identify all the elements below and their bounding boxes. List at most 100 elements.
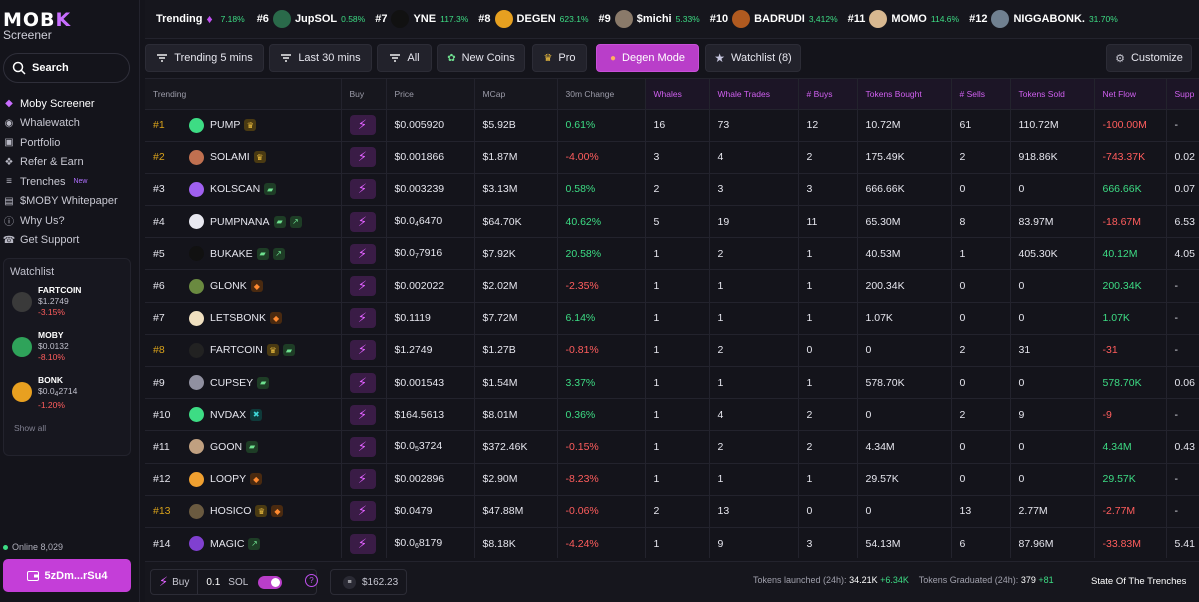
watchlist-button[interactable]: ★ Watchlist (8) bbox=[705, 44, 801, 72]
token-name[interactable]: PUMPNANA bbox=[210, 215, 270, 228]
buy-button[interactable]: ⚡︎ bbox=[349, 340, 376, 361]
ticker-item[interactable]: #11 MOMO 114.6% bbox=[848, 10, 959, 28]
table-row[interactable]: #1 PUMP ♛ ⚡︎ $0.005920 $5.92B 0.61% 16 73 12 10.72… bbox=[145, 108, 1199, 142]
table-row[interactable]: #9 CUPSEY ▰ ⚡︎ $0.001543 $1.54M 3.37% 1 1 1 578.70… bbox=[145, 365, 1199, 399]
degen-mode-button[interactable]: ● Degen Mode bbox=[596, 44, 699, 72]
pro-button[interactable]: ♛ Pro bbox=[532, 44, 587, 72]
buy-button[interactable]: ⚡︎ bbox=[349, 469, 376, 490]
buy-amount-input[interactable]: 0.1 bbox=[206, 576, 221, 588]
buy-button[interactable]: ⚡︎ bbox=[349, 308, 376, 329]
token-name[interactable]: PUMP bbox=[210, 119, 241, 132]
column-header-tokens-sold[interactable]: Tokens Sold bbox=[1010, 79, 1095, 109]
token-name[interactable]: HOSICO bbox=[210, 505, 252, 518]
all-button[interactable]: All bbox=[377, 44, 432, 72]
price-cell: $0.077916 bbox=[386, 237, 475, 270]
logo[interactable]: MOBK Screener bbox=[3, 11, 133, 42]
search-button[interactable]: Search bbox=[3, 53, 130, 83]
token-name[interactable]: BUKAKE bbox=[210, 247, 253, 260]
token-name[interactable]: LOOPY bbox=[210, 473, 247, 486]
token-name[interactable]: KOLSCAN bbox=[210, 183, 261, 196]
table-row[interactable]: #6 GLONK ◆ ⚡︎ $0.002022 $2.02M -2.35% 1 1 1 200.34… bbox=[145, 269, 1199, 303]
table-row[interactable]: #11 GOON ▰ ⚡︎ $0.053724 $372.46K -0.15% 1 2 2 4.34… bbox=[145, 430, 1199, 464]
token-name[interactable]: MAGIC bbox=[210, 537, 245, 550]
token-name[interactable]: LETSBONK bbox=[210, 312, 267, 325]
table-row[interactable]: #3 KOLSCAN ▰ ⚡︎ $0.003239 $3.13M 0.58% 2 3 3 666.6… bbox=[145, 172, 1199, 206]
sidebar-item-moby-whitepaper[interactable]: ▤ $MOBY Whitepaper bbox=[3, 192, 137, 212]
sol-toggle[interactable] bbox=[258, 575, 283, 589]
column-header-tokens-bought[interactable]: Tokens Bought bbox=[857, 79, 952, 109]
table-row[interactable]: #12 LOOPY ◆ ⚡︎ $0.002896 $2.90M -8.23% 1 1 1 29.57… bbox=[145, 462, 1199, 496]
ticker-item[interactable]: #12 NIGGABONK. 31.70% bbox=[969, 10, 1118, 28]
watchlist-item-text: BONK $0.042714 -1.20% bbox=[38, 375, 77, 411]
sells-cell: 0 bbox=[951, 365, 1011, 399]
table-row[interactable]: #13 HOSICO ♛ ◆ ⚡︎ $0.0479 $47.88M -0.06% 2 13 0 0 13… bbox=[145, 494, 1199, 528]
column-header-buy[interactable]: Buy bbox=[341, 79, 387, 109]
column-header-supp[interactable]: Supp bbox=[1166, 79, 1199, 109]
column-header-buys[interactable]: # Buys bbox=[798, 79, 858, 109]
sidebar-item-whalewatch[interactable]: ◉ Whalewatch bbox=[3, 114, 137, 134]
sidebar-item-portfolio[interactable]: ▣ Portfolio bbox=[3, 133, 137, 153]
buy-button[interactable]: ⚡︎ bbox=[349, 147, 376, 168]
help-icon[interactable]: ? bbox=[305, 574, 318, 587]
column-header-mcap[interactable]: MCap bbox=[474, 79, 558, 109]
buy-button[interactable]: ⚡︎ bbox=[349, 404, 376, 425]
table-row[interactable]: #7 LETSBONK ◆ ⚡︎ $0.1119 $7.72M 6.14% 1 1 1 1.07K 0… bbox=[145, 301, 1199, 335]
buy-button[interactable]: ⚡︎ bbox=[349, 276, 376, 297]
buy-button[interactable]: ⚡︎ bbox=[349, 501, 376, 522]
table-row[interactable]: #14 MAGIC ↗ ⚡︎ $0.068179 $8.18K -4.24% 1 9 3 54.13… bbox=[145, 526, 1199, 558]
column-header-trending[interactable]: Trending bbox=[145, 79, 342, 109]
token-name[interactable]: GOON bbox=[210, 440, 243, 453]
leaf-badge-icon: ↗ bbox=[272, 247, 285, 260]
column-header-whales[interactable]: Whales bbox=[645, 79, 710, 109]
buy-button[interactable]: ⚡︎ bbox=[349, 436, 376, 457]
sidebar-item-why-us[interactable]: ⓘ Why Us? bbox=[3, 211, 137, 231]
column-header-whale-trades[interactable]: Whale Trades bbox=[709, 79, 799, 109]
token-name[interactable]: SOLAMI bbox=[210, 151, 250, 164]
customize-button[interactable]: ⚙ Customize bbox=[1106, 44, 1192, 72]
buy-button[interactable]: ⚡︎ bbox=[349, 211, 376, 232]
ticker-item[interactable]: #8 DEGEN 623.1% bbox=[478, 10, 589, 28]
new-coins-button[interactable]: ✿ New Coins bbox=[437, 44, 525, 72]
buy-button[interactable]: ⚡︎ bbox=[349, 179, 376, 200]
change-cell: 0.58% bbox=[557, 172, 646, 206]
buy-button[interactable]: ⚡︎ bbox=[349, 115, 376, 136]
ticker-item[interactable]: #9 $michi 5.33% bbox=[599, 10, 700, 28]
sidebar-item-trenches[interactable]: ≡ Trenches New bbox=[3, 172, 137, 192]
ticker-item[interactable]: #10 BADRUDI 3,412% bbox=[710, 10, 838, 28]
show-all-link[interactable]: Show all bbox=[14, 423, 47, 433]
sidebar-item-refer-earn[interactable]: ❖ Refer & Earn bbox=[3, 153, 137, 173]
buy-button[interactable]: ⚡︎ bbox=[349, 533, 376, 554]
watchlist-item[interactable]: FARTCOIN $1.2749 -3.15% bbox=[12, 285, 127, 321]
watchlist-item[interactable]: BONK $0.042714 -1.20% bbox=[12, 375, 127, 411]
watchlist-item[interactable]: MOBY $0.0132 -8.10% bbox=[12, 330, 127, 366]
screener-table-container[interactable]: Trending Buy Price MCap 30m Change Whales Whal… bbox=[145, 78, 1199, 558]
column-header-sells[interactable]: # Sells bbox=[951, 79, 1011, 109]
column-header-price[interactable]: Price bbox=[386, 79, 475, 109]
table-row[interactable]: #2 SOLAMI ♛ ⚡︎ $0.001866 $1.87M -4.00% 3 4 2 175.4… bbox=[145, 140, 1199, 174]
table-row[interactable]: #8 FARTCOIN ♛ ▰ ⚡︎ $1.2749 $1.27B -0.81% 1 2 0 0 2 31… bbox=[145, 333, 1199, 367]
token-name[interactable]: GLONK bbox=[210, 280, 247, 293]
column-header-net-flow[interactable]: Net Flow bbox=[1094, 79, 1167, 109]
ticker-item[interactable]: #7 YNE 117.3% bbox=[375, 10, 468, 28]
net-flow-cell: 4.34M bbox=[1094, 430, 1167, 464]
token-name[interactable]: FARTCOIN bbox=[210, 344, 263, 357]
table-row[interactable]: #4 PUMPNANA ▰ ↗ ⚡︎ $0.046470 $64.70K 40.62% 5 19 1… bbox=[145, 205, 1199, 238]
sidebar-item-moby-screener[interactable]: ◆ Moby Screener bbox=[3, 94, 137, 114]
wallet-button[interactable]: 5zDm...rSu4 bbox=[3, 559, 131, 592]
buy-button[interactable]: ⚡︎ bbox=[349, 243, 376, 264]
table-row[interactable]: #5 BUKAKE ▰ ↗ ⚡︎ $0.077916 $7.92K 20.58% 1 2 1 40.5… bbox=[145, 237, 1199, 270]
table-row[interactable]: #10 NVDAX ✖ ⚡︎ $164.5613 $8.01M 0.36% 1 4 2 0 2 9 -9- bbox=[145, 398, 1199, 431]
trending-5-mins-button[interactable]: Trending 5 mins bbox=[145, 44, 264, 72]
column-header-30m-change[interactable]: 30m Change bbox=[557, 79, 646, 109]
token-name[interactable]: NVDAX bbox=[210, 408, 247, 421]
ticker-item[interactable]: #6 JupSOL 0.58% bbox=[257, 10, 365, 28]
row-rank: #5 bbox=[153, 247, 165, 260]
sidebar-item-label: Get Support bbox=[20, 234, 80, 247]
state-of-trenches-link[interactable]: State Of The Trenches bbox=[1091, 576, 1187, 587]
quick-buy-button[interactable]: ⚡︎ Buy bbox=[151, 570, 199, 594]
sidebar-item-get-support[interactable]: ☎ Get Support bbox=[3, 231, 137, 251]
token-name[interactable]: CUPSEY bbox=[210, 376, 254, 389]
last-30-mins-button[interactable]: Last 30 mins bbox=[269, 44, 372, 72]
net-flow-cell: 578.70K bbox=[1094, 365, 1167, 399]
buy-button[interactable]: ⚡︎ bbox=[349, 372, 376, 393]
